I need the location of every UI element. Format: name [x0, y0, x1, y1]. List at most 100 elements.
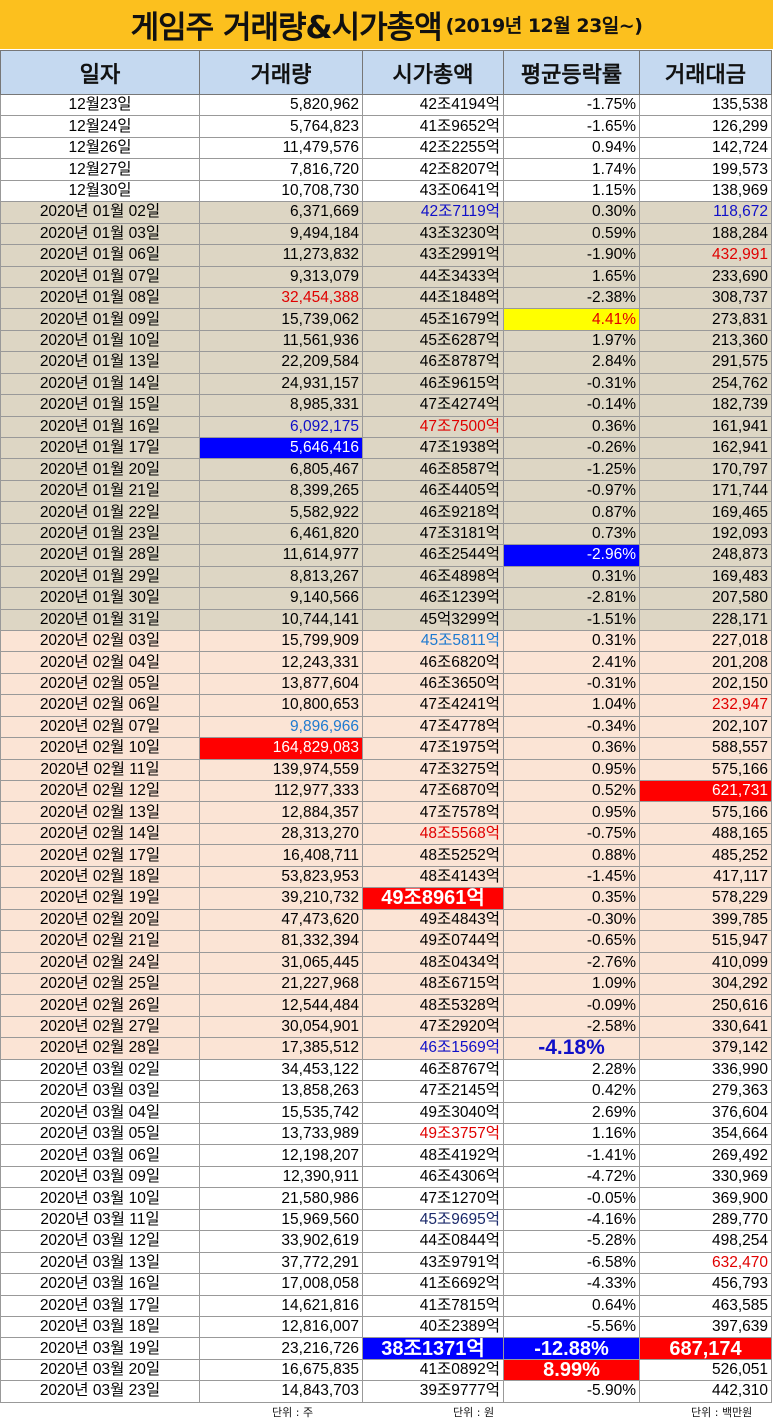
volume-cell: 53,823,953: [199, 865, 363, 889]
date-cell: 2020년 02월 26일: [0, 994, 200, 1017]
date-cell: 2020년 01월 21일: [0, 479, 200, 503]
table-row: 2020년 03월 03일 13,858,263 47조2145억 0.42% 279,…: [0, 1080, 772, 1103]
volume-cell: 5,582,922: [199, 501, 363, 524]
change-cell: 0.30%: [503, 201, 640, 224]
market-cap-cell: 46조6820억: [362, 651, 504, 674]
volume-cell: 13,733,989: [199, 1122, 363, 1146]
market-cap-cell: 49조8961억: [362, 887, 504, 910]
change-cell: -2.76%: [503, 951, 640, 974]
change-cell: 1.74%: [503, 158, 640, 181]
market-cap-cell: 46조9218억: [362, 501, 504, 524]
table-row: 2020년 02월 12일 112,977,333 47조6870억 0.52% 621…: [0, 779, 772, 803]
date-cell: 12월23일: [0, 93, 200, 117]
volume-cell: 11,561,936: [199, 329, 363, 353]
table-row: 2020년 02월 20일 47,473,620 49조4843억 -0.30% 399…: [0, 908, 772, 932]
date-cell: 2020년 02월 11일: [0, 758, 200, 782]
market-cap-cell: 42조4194억: [362, 93, 504, 117]
date-cell: 2020년 01월 14일: [0, 372, 200, 396]
trade-value-cell: 632,470: [639, 1251, 772, 1275]
market-cap-cell: 48조4192억: [362, 1144, 504, 1167]
volume-cell: 15,535,742: [199, 1101, 363, 1125]
volume-cell: 12,390,911: [199, 1165, 363, 1189]
table-row: 2020년 03월 19일 23,216,726 38조1371억 -12.88% 68…: [0, 1337, 772, 1360]
trade-value-cell: 273,831: [639, 308, 772, 331]
market-cap-cell: 45조1679억: [362, 308, 504, 331]
table-row: 2020년 02월 13일 12,884,357 47조7578억 0.95% 575,…: [0, 801, 772, 824]
change-cell: -0.34%: [503, 715, 640, 739]
trade-value-cell: 463,585: [639, 1294, 772, 1317]
header-date: 일자: [0, 50, 200, 95]
market-cap-cell: 48조4143억: [362, 865, 504, 889]
market-cap-cell: 48조0434억: [362, 951, 504, 974]
change-cell: 0.36%: [503, 415, 640, 439]
table-row: 2020년 01월 23일 6,461,820 47조3181억 0.73% 192,0…: [0, 522, 772, 546]
date-cell: 2020년 03월 19일: [0, 1337, 200, 1360]
header-market-cap: 시가총액: [362, 50, 504, 95]
table-row: 2020년 03월 06일 12,198,207 48조4192억 -1.41% 269…: [0, 1144, 772, 1167]
trade-value-cell: 199,573: [639, 158, 772, 181]
market-cap-cell: 49조3040억: [362, 1101, 504, 1125]
trade-value-cell: 308,737: [639, 286, 772, 310]
date-cell: 2020년 02월 28일: [0, 1037, 200, 1060]
table-row: 2020년 03월 12일 33,902,619 44조0844억 -5.28% 498…: [0, 1230, 772, 1253]
table-row: 2020년 01월 15일 8,985,331 47조4274억 -0.14% 182,…: [0, 394, 772, 417]
change-cell: 1.65%: [503, 265, 640, 288]
trade-value-cell: 289,770: [639, 1208, 772, 1232]
volume-cell: 15,799,909: [199, 629, 363, 653]
volume-cell: 8,399,265: [199, 479, 363, 503]
header-avg-change: 평균등락률: [503, 50, 640, 95]
market-cap-cell: 44조3433억: [362, 265, 504, 288]
volume-cell: 139,974,559: [199, 758, 363, 782]
date-cell: 2020년 01월 20일: [0, 458, 200, 481]
change-cell: -6.58%: [503, 1251, 640, 1275]
trade-value-cell: 227,018: [639, 629, 772, 653]
volume-cell: 12,198,207: [199, 1144, 363, 1167]
table-row: 2020년 01월 16일 6,092,175 47조7500억 0.36% 161,9…: [0, 415, 772, 439]
change-cell: 0.94%: [503, 136, 640, 160]
table-row: 2020년 02월 28일 17,385,512 46조1569억 -4.18% 379…: [0, 1037, 772, 1060]
trade-value-cell: 201,208: [639, 651, 772, 674]
table-row: 2020년 02월 05일 13,877,604 46조3650억 -0.31% 202…: [0, 672, 772, 696]
table-row: 2020년 02월 18일 53,823,953 48조4143억 -1.45% 417…: [0, 865, 772, 889]
header-trade-value: 거래대금: [639, 50, 772, 95]
table-row: 12월26일 11,479,576 42조2255억 0.94% 142,724: [0, 136, 772, 160]
table-row: 2020년 02월 11일 139,974,559 47조3275억 0.95% 575…: [0, 758, 772, 782]
table-row: 2020년 01월 21일 8,399,265 46조4405억 -0.97% 171,…: [0, 479, 772, 503]
market-cap-cell: 46조1239억: [362, 587, 504, 610]
table-row: 2020년 03월 10일 21,580,986 47조1270억 -0.05% 369…: [0, 1187, 772, 1210]
market-cap-cell: 47조2920억: [362, 1015, 504, 1039]
change-cell: -2.96%: [503, 544, 640, 567]
trade-value-cell: 171,744: [639, 479, 772, 503]
change-cell: 0.95%: [503, 801, 640, 824]
trade-value-cell: 169,465: [639, 501, 772, 524]
trade-value-cell: 410,099: [639, 951, 772, 974]
table-row: 2020년 02월 27일 30,054,901 47조2920억 -2.58% 330…: [0, 1015, 772, 1039]
market-cap-cell: 47조4241억: [362, 694, 504, 717]
header-volume: 거래량: [199, 50, 363, 95]
market-cap-cell: 44조1848억: [362, 286, 504, 310]
date-cell: 2020년 01월 30일: [0, 587, 200, 610]
trade-value-cell: 269,492: [639, 1144, 772, 1167]
volume-cell: 15,969,560: [199, 1208, 363, 1232]
volume-cell: 6,371,669: [199, 201, 363, 224]
date-cell: 2020년 02월 05일: [0, 672, 200, 696]
game-stocks-table: 일자 거래량 시가총액 평균등락률 거래대금 12월23일 5,820,962 42…: [0, 50, 772, 1403]
date-cell: 2020년 03월 23일: [0, 1380, 200, 1403]
change-cell: 2.69%: [503, 1101, 640, 1125]
date-cell: 2020년 03월 13일: [0, 1251, 200, 1275]
market-cap-cell: 42조7119억: [362, 201, 504, 224]
volume-cell: 11,479,576: [199, 136, 363, 160]
table-row: 2020년 03월 05일 13,733,989 49조3757억 1.16% 354,…: [0, 1122, 772, 1146]
date-cell: 2020년 01월 10일: [0, 329, 200, 353]
date-cell: 2020년 02월 27일: [0, 1015, 200, 1039]
date-cell: 12월24일: [0, 115, 200, 138]
volume-cell: 30,054,901: [199, 1015, 363, 1039]
date-cell: 2020년 02월 10일: [0, 737, 200, 760]
table-row: 2020년 02월 21일 81,332,394 49조0744억 -0.65% 515…: [0, 930, 772, 953]
date-cell: 2020년 01월 22일: [0, 501, 200, 524]
market-cap-cell: 42조2255억: [362, 136, 504, 160]
trade-value-cell: 515,947: [639, 930, 772, 953]
trade-value-cell: 202,107: [639, 715, 772, 739]
volume-cell: 8,985,331: [199, 394, 363, 417]
market-cap-cell: 45조5811억: [362, 629, 504, 653]
